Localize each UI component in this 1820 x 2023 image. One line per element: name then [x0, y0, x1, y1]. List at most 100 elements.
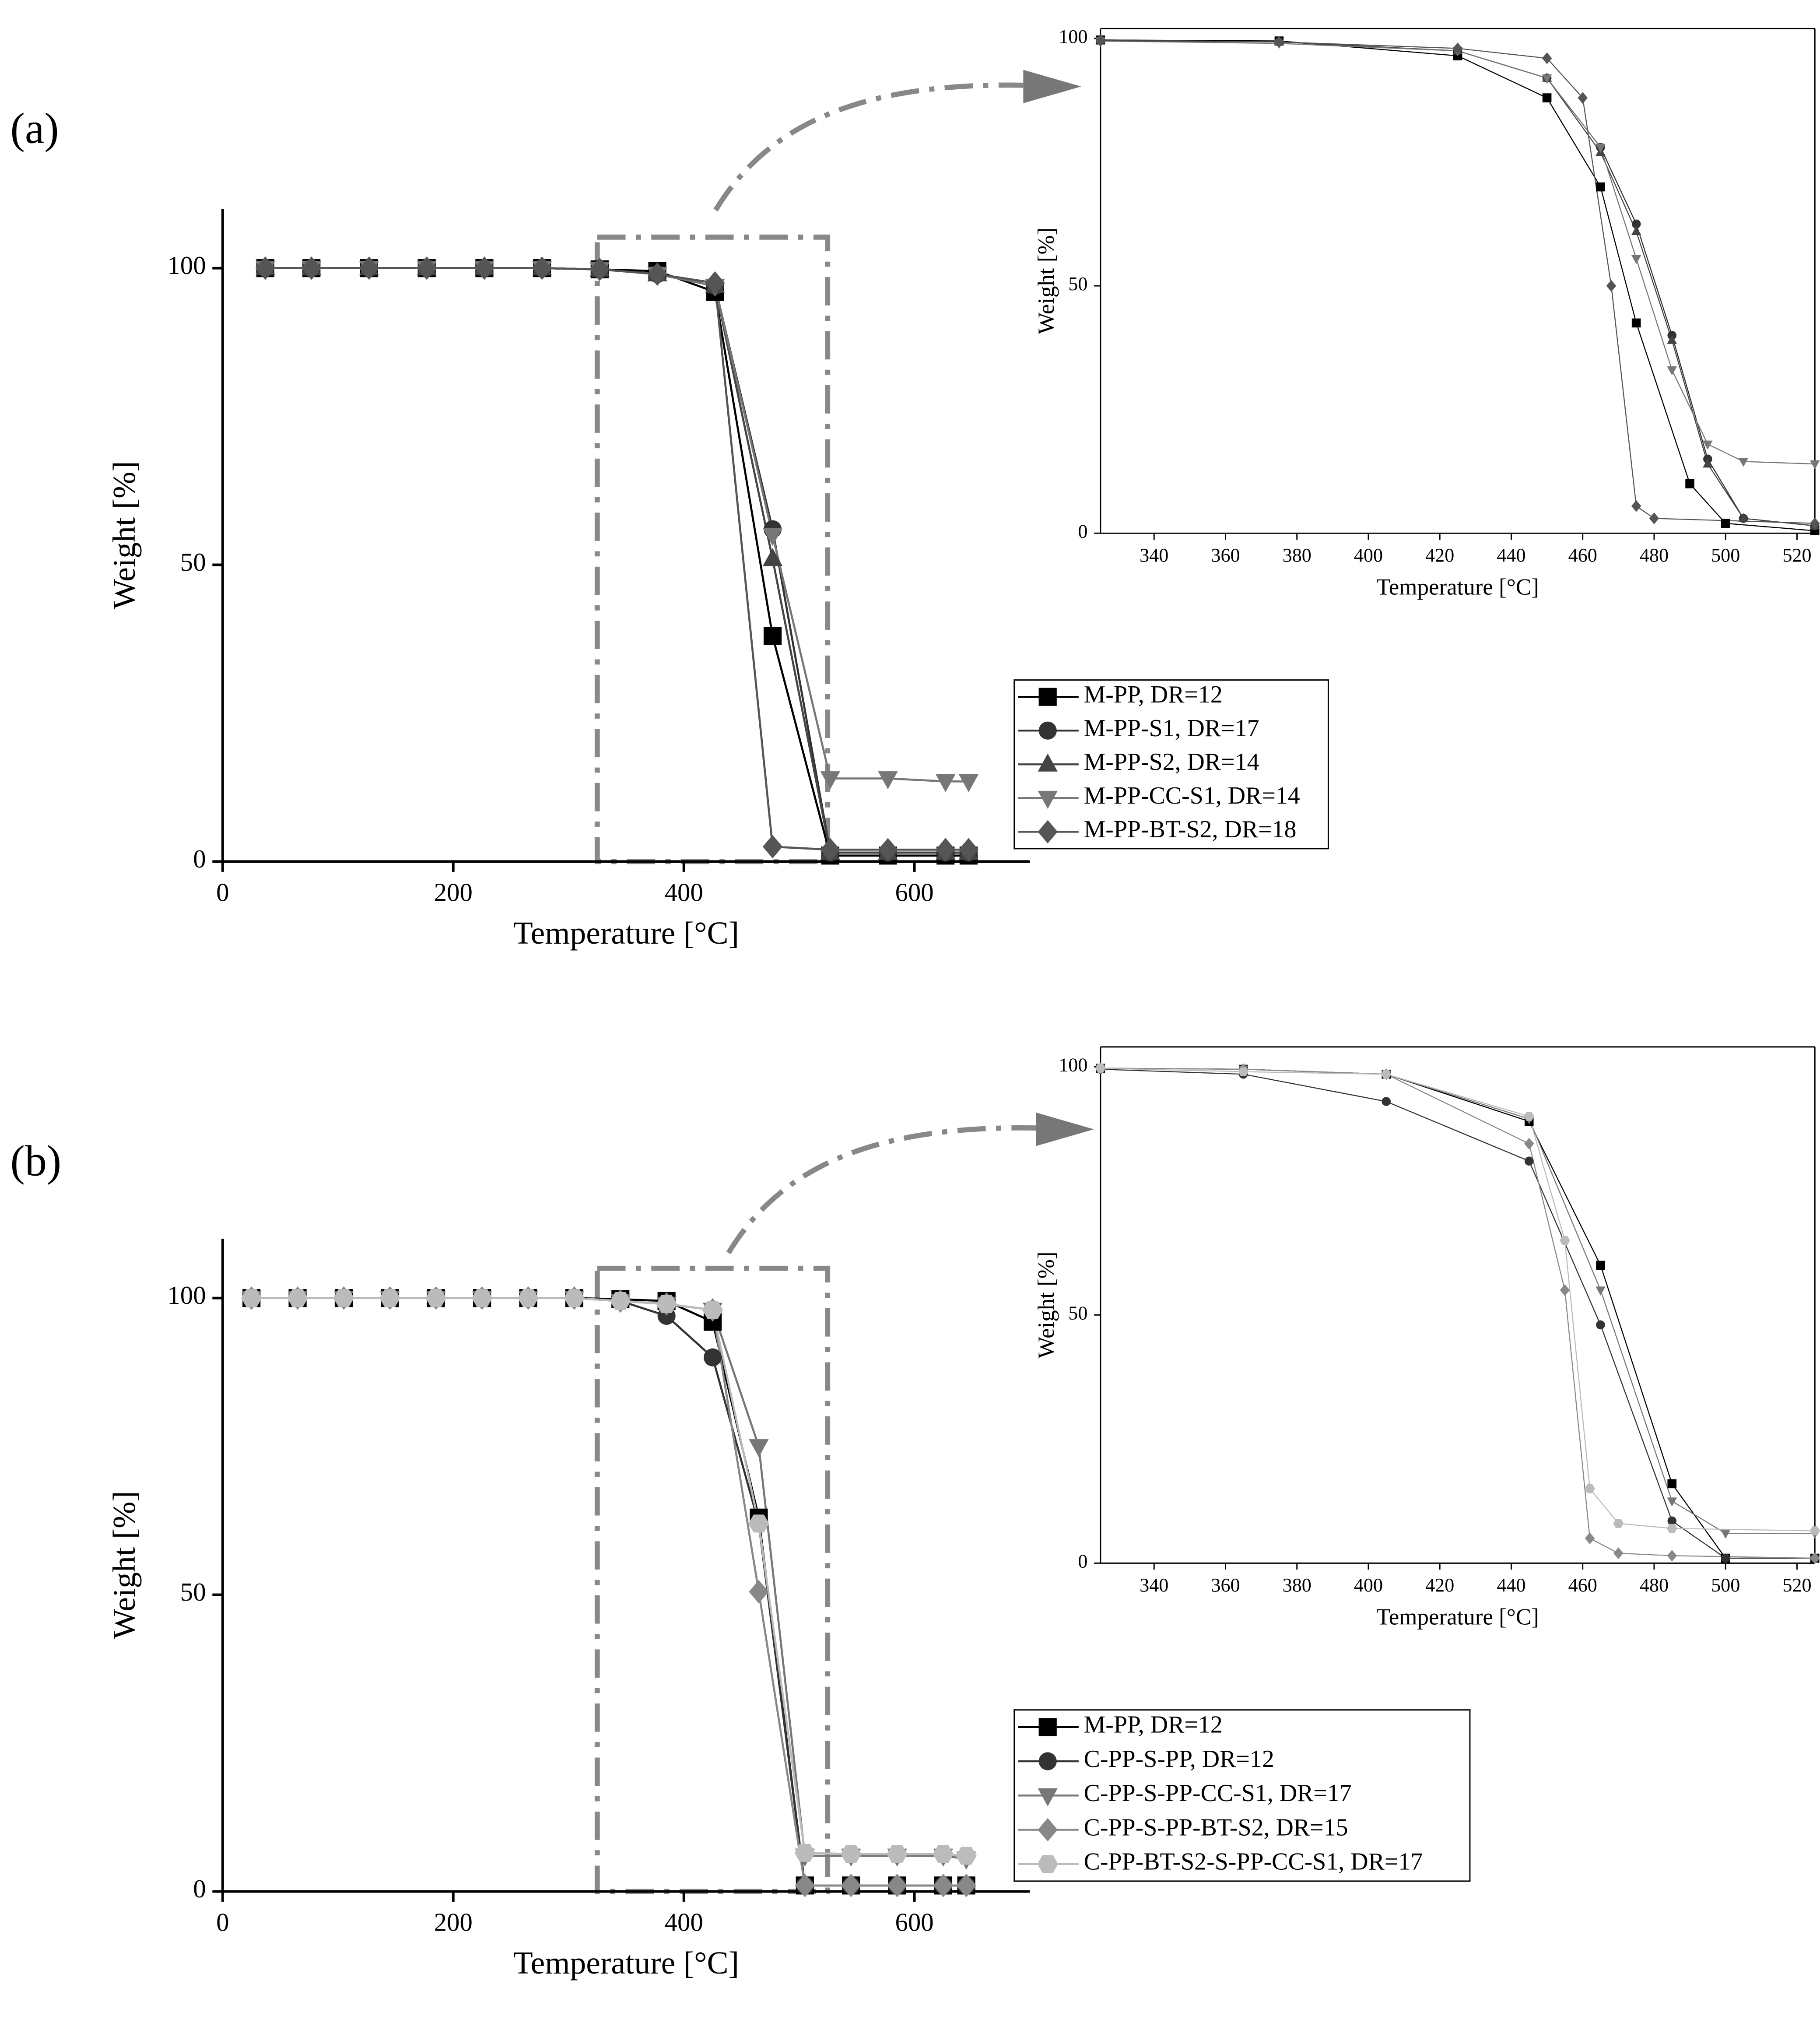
marker: [762, 548, 783, 566]
marker: [1809, 1526, 1820, 1535]
x-tick-label: 600: [895, 1908, 933, 1936]
x-tick-label: 440: [1497, 544, 1525, 566]
plot: 0 200 400 600 0 50 100 Temperature [°C] Weight […: [106, 209, 1329, 951]
panel-label: (a): [11, 104, 59, 153]
marker: [1524, 1138, 1534, 1150]
y-tick-label: 100: [167, 1281, 206, 1310]
x-tick-label: 400: [1354, 544, 1383, 566]
legend-label: M-PP, DR=12: [1084, 681, 1223, 708]
legend-label: M-PP-BT-S2, DR=18: [1084, 816, 1297, 843]
x-axis-label: Temperature [°C]: [1376, 1604, 1539, 1630]
marker: [255, 256, 275, 280]
marker: [820, 838, 840, 861]
marker: [1613, 1547, 1624, 1559]
legend-label: M-PP-CC-S1, DR=14: [1084, 782, 1300, 809]
zoom-region: [594, 1265, 831, 1894]
x-tick-label: 460: [1568, 544, 1597, 566]
legend-label: M-PP-S2, DR=14: [1084, 748, 1259, 776]
marker: [1524, 1112, 1535, 1121]
marker: [1720, 1530, 1731, 1539]
y-tick-label: 100: [167, 251, 206, 280]
plot: 0 200 400 600 0 50 100 Temperature [°C] Weight […: [106, 1239, 1471, 1981]
marker: [1560, 1284, 1570, 1296]
marker: [1721, 519, 1730, 528]
marker: [1703, 440, 1713, 450]
x-tick-label: 480: [1640, 1574, 1669, 1596]
y-axis-label: Weight [%]: [1034, 1252, 1059, 1359]
y-tick-label: 100: [1059, 1054, 1087, 1075]
marker: [933, 1845, 954, 1863]
marker: [1596, 144, 1606, 153]
zoom-box: [594, 82, 1036, 1894]
plot: 340 360 380 400 420 440 460 480 500 520 0 50 100 Temp…: [1034, 26, 1816, 600]
legend-label: C-PP-S-PP, DR=12: [1084, 1746, 1274, 1773]
marker: [1238, 1067, 1249, 1076]
legend-box: [1013, 679, 1329, 850]
series-line: [265, 267, 969, 783]
marker: [241, 1289, 262, 1307]
x-tick-label: 440: [1497, 1574, 1525, 1596]
x-tick-label: 200: [434, 878, 473, 906]
x-tick-label: 360: [1211, 544, 1240, 566]
marker: [1809, 1552, 1820, 1564]
marker: [1809, 460, 1820, 470]
marker: [1452, 42, 1463, 54]
marker: [1038, 688, 1057, 706]
series-line: [1100, 40, 1815, 465]
plot: 340 360 380 400 420 440 460 480 500 520 0 50 100 Temp…: [1034, 1046, 1816, 1630]
marker: [887, 1845, 908, 1863]
x-axis-label: Temperature [°C]: [513, 915, 739, 951]
x-tick-label: 400: [665, 878, 703, 906]
marker: [1631, 318, 1641, 328]
marker: [471, 1289, 493, 1307]
x-tick-label: 420: [1425, 1574, 1454, 1596]
y-tick-label: 0: [193, 845, 206, 873]
zoom-arrow: [726, 1125, 1036, 1254]
marker: [1542, 93, 1552, 102]
marker: [1809, 517, 1820, 530]
marker: [705, 271, 725, 295]
y-tick-label: 50: [1068, 1302, 1087, 1324]
marker: [703, 1348, 722, 1366]
marker: [762, 835, 783, 859]
marker: [878, 771, 898, 790]
x-tick-label: 480: [1640, 544, 1669, 566]
x-tick-label: 500: [1711, 1574, 1740, 1596]
y-axis-label: Weight [%]: [106, 461, 142, 609]
y-axis-label: Weight [%]: [106, 1491, 142, 1639]
series-line: [265, 267, 969, 857]
marker: [1685, 479, 1694, 488]
marker: [1560, 1236, 1570, 1245]
marker: [1037, 1855, 1058, 1873]
marker: [702, 1301, 723, 1319]
marker: [936, 774, 956, 793]
x-tick-label: 460: [1568, 1574, 1597, 1596]
x-tick-label: 600: [895, 878, 933, 906]
marker: [841, 1845, 862, 1863]
y-tick-label: 50: [180, 548, 206, 576]
marker: [656, 1295, 677, 1313]
marker: [1585, 1532, 1595, 1545]
marker: [1667, 366, 1677, 376]
marker: [1381, 1070, 1392, 1079]
legend-label: C-PP-S-PP-CC-S1, DR=17: [1084, 1780, 1352, 1807]
marker: [287, 1289, 308, 1307]
marker: [302, 256, 322, 280]
marker: [1738, 458, 1749, 467]
x-tick-label: 400: [665, 1908, 703, 1936]
legend-label: M-PP-S1, DR=17: [1084, 715, 1259, 742]
zoom-region: [594, 234, 831, 864]
x-tick-label: 500: [1711, 544, 1740, 566]
marker: [1095, 35, 1106, 47]
x-tick-label: 400: [1354, 1574, 1383, 1596]
legend-label: M-PP, DR=12: [1084, 1711, 1223, 1739]
marker: [748, 1514, 769, 1533]
marker: [958, 774, 979, 793]
series-line: [251, 1297, 967, 1887]
series-line: [1100, 39, 1815, 527]
y-tick-label: 0: [1078, 1550, 1087, 1572]
marker: [647, 262, 667, 286]
y-tick-label: 0: [1078, 520, 1087, 542]
marker: [1631, 226, 1641, 235]
